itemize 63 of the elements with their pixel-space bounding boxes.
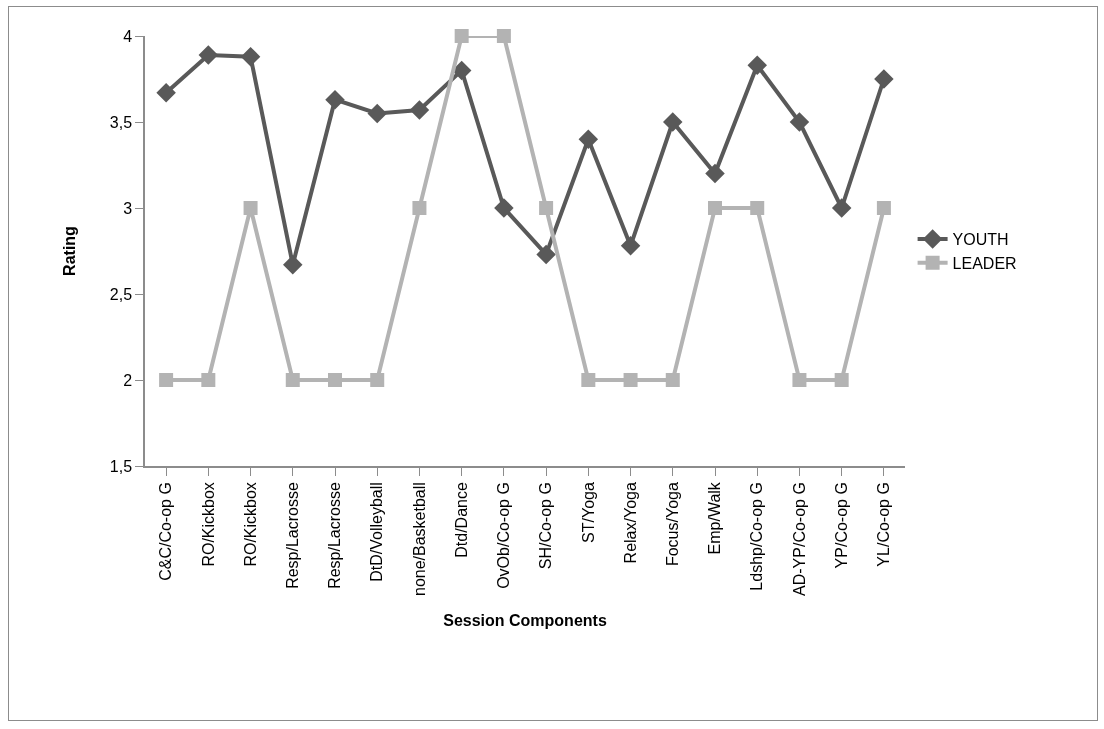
- point: [708, 201, 722, 215]
- point: [412, 201, 427, 215]
- y-axis-title: Rating: [61, 226, 79, 276]
- x-tick-label: AD-YP/Co-op G: [790, 482, 808, 596]
- point: [494, 198, 514, 218]
- point: [367, 103, 387, 124]
- point: [328, 373, 342, 387]
- x-tick-label: none/Basketball: [410, 482, 428, 597]
- y-tick-label: 4: [123, 27, 133, 45]
- y-tick-label: 1,5: [109, 457, 133, 475]
- point: [201, 373, 216, 387]
- y-tick-label: 3,5: [109, 113, 133, 131]
- point: [283, 255, 303, 275]
- legend-label: LEADER: [952, 254, 1017, 272]
- x-tick-label: ST/Yoga: [579, 482, 597, 543]
- x-tick-label: RO/Kickbox: [241, 482, 259, 567]
- x-tick-label: C&C/Co-op G: [157, 482, 175, 581]
- point: [159, 373, 174, 387]
- x-tick-label: Emp/Walk: [706, 481, 724, 555]
- point: [831, 198, 852, 218]
- point: [285, 373, 300, 387]
- point: [454, 29, 469, 43]
- point: [665, 373, 680, 387]
- point: [578, 129, 599, 149]
- x-axis-title: Session Components: [443, 612, 607, 630]
- point: [539, 201, 554, 215]
- x-tick-label: Resp/Lacrosse: [326, 482, 344, 589]
- point: [792, 373, 807, 387]
- x-tick-label: Ldshp/Co-op G: [748, 482, 766, 591]
- point: [536, 244, 556, 265]
- x-tick-label: OvOb/Co-op G: [495, 482, 513, 589]
- x-tick-label: RO/Kickbox: [199, 482, 217, 567]
- point: [370, 373, 385, 387]
- x-tick-label: YP/Co-op G: [832, 482, 850, 569]
- x-tick-label: Dtd/Dance: [452, 482, 470, 558]
- point: [789, 112, 810, 132]
- y-tick-label: 3: [123, 199, 133, 217]
- point: [156, 83, 176, 103]
- point: [620, 236, 641, 256]
- x-tick-label: Resp/Lacrosse: [283, 482, 301, 589]
- point: [496, 29, 511, 43]
- point: [623, 373, 638, 387]
- point: [240, 46, 261, 67]
- point: [874, 69, 894, 89]
- x-tick-label: Relax/Yoga: [621, 482, 639, 564]
- point: [747, 55, 767, 75]
- point: [663, 112, 683, 132]
- x-tick-label: YL/Co-op G: [875, 482, 893, 567]
- point: [409, 100, 430, 120]
- x-tick-label: Focus/Yoga: [663, 482, 681, 567]
- point: [876, 201, 891, 215]
- x-tick-label: DtD/Volleyball: [368, 482, 386, 582]
- y-tick-label: 2,5: [109, 285, 133, 303]
- point: [834, 373, 849, 387]
- y-tick-label: 2: [123, 371, 133, 389]
- point: [198, 45, 219, 65]
- point: [705, 163, 725, 184]
- x-tick-label: SH/Co-op G: [537, 482, 555, 570]
- point: [750, 201, 765, 215]
- legend-label: YOUTH: [952, 231, 1009, 249]
- point: [581, 373, 596, 387]
- point: [325, 89, 345, 110]
- point: [243, 201, 258, 215]
